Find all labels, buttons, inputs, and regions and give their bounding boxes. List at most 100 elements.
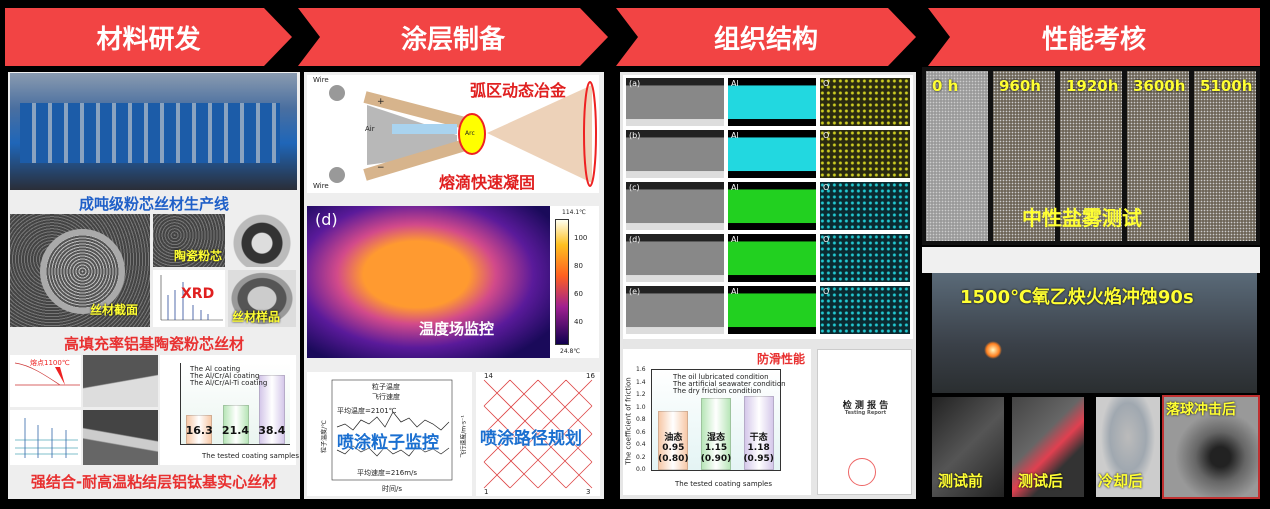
xrd-chart: XRD [153, 270, 225, 327]
al-map: Al [727, 181, 817, 231]
time-label: 5100h [1200, 77, 1253, 95]
performance-panel: 0 h 960h 1920h 3600h 5100h 中性盐雾测试 1500℃氧乙炔火焰… [922, 67, 1262, 507]
interface-sem-image-1 [83, 355, 158, 407]
data-label: 湿态 1.15 (0.90) [700, 432, 732, 464]
sem-image: (c) [625, 181, 725, 231]
colorbar-min: 24.8℃ [560, 348, 581, 355]
materials-panel: 成吨级粉芯丝材生产线 丝材截面 陶瓷粉芯 XRD 丝材样品 高填充率铝基陶瓷粉芯… [8, 72, 300, 499]
path-node: 14 [484, 372, 493, 380]
x-axis-label: 时间/s [382, 485, 403, 493]
label-wire-top: Wire [313, 76, 329, 84]
y-tick: 0.6 [636, 428, 646, 436]
avg-speed-label: 平均速度=216m/s [357, 469, 418, 477]
bar [701, 398, 731, 470]
spray-path-diagram: 喷涂路径规划 14 1 16 3 [476, 372, 600, 496]
legend-seawater: The artificial seawater condition [673, 380, 786, 388]
label-cross-section: 丝材截面 [90, 303, 139, 317]
y-axis-label: The coefficient of friction [624, 377, 633, 465]
step-structure: 组织结构 [616, 8, 916, 66]
y-tick: 1.0 [636, 403, 646, 411]
label-salt-spray: 中性盐雾测试 [1022, 206, 1142, 230]
legend-al: The Al coating [190, 365, 241, 373]
particle-monitoring-chart: 粒子温度 飞行速度 平均温度=2101℃ 平均速度=216m/s 时间/s 粒子… [307, 372, 472, 496]
data-label: 38.4 [258, 424, 286, 438]
al-map: Al [727, 233, 817, 283]
legend-al-ti: The Al/Cr/Al-Ti coating [190, 379, 268, 387]
salt-sample: 0 h [926, 71, 988, 241]
photo-ball-impact: 落球冲击后 [1162, 395, 1260, 499]
label-particle-monitoring: 喷涂粒子监控 [337, 433, 439, 453]
label-after: 测试后 [1018, 472, 1064, 490]
wire-spool-image: 丝材样品 [228, 270, 296, 327]
bar [222, 405, 249, 444]
sem-image: (d) [625, 233, 725, 283]
label-anti-slip: 防滑性能 [756, 352, 805, 366]
coating-panel: Wire Wire Air Arc + − 弧区动态冶金 熔滴快速凝固 (d) … [304, 72, 604, 499]
thermal-image: (d) 温度场监控 [307, 206, 550, 358]
wire-coil-image [228, 214, 296, 267]
label-temperature-monitoring: 温度场监控 [419, 320, 495, 338]
thermal-colorbar: 114.1℃ 100 80 60 40 24.8℃ [550, 206, 599, 358]
step-coating: 涂层制备 [298, 8, 608, 66]
structure-panel: (a) Al O (b) Al O (c) Al O (d) Al O (e) Al O 油态 0.95 (0.… [620, 72, 916, 499]
y-tick: 1.2 [636, 391, 646, 398]
sem-image: (b) [625, 129, 725, 179]
y-tick: 1.4 [636, 378, 646, 386]
y2-axis-label: 飞行速度/m·s⁻¹ [460, 415, 468, 458]
arc-spray-diagram: Wire Wire Air Arc + − 弧区动态冶金 熔滴快速凝固 [307, 75, 599, 193]
bar [258, 374, 285, 444]
label-arc: Arc [465, 130, 475, 137]
label-wire-bottom: Wire [313, 182, 329, 190]
time-label: 0 h [932, 77, 959, 95]
phase-diagram: 熔点1100℃ [10, 355, 81, 407]
label-droplet-solidification: 熔滴快速凝固 [439, 173, 536, 192]
label-flame-erosion: 1500℃氧乙炔火焰冲蚀90s [960, 287, 1194, 308]
salt-sample: 3600h [1127, 71, 1189, 241]
path-node: 3 [586, 488, 591, 496]
time-label: 960h [999, 77, 1041, 95]
sem-image: (a) [625, 77, 725, 127]
wire-cross-section-image: 丝材截面 [10, 214, 150, 327]
x-axis-label: The tested coating samples [675, 480, 772, 488]
o-map: O [819, 233, 911, 283]
legend-particle-temp: 粒子温度 [372, 383, 400, 391]
legend-al-cr: The Al/Cr/Al coating [190, 372, 260, 380]
step-performance: 性能考核 [928, 8, 1260, 66]
label-arc-metallurgy: 弧区动态冶金 [470, 81, 567, 100]
time-label: 1920h [1066, 77, 1119, 95]
ceramic-core-image: 陶瓷粉芯 [153, 214, 225, 267]
path-node: 1 [484, 488, 489, 496]
o-map: O [819, 129, 911, 179]
photo-after-test: 测试后 [1012, 397, 1084, 497]
interface-sem-image-2 [83, 410, 158, 465]
report-title: 检 测 报 告 [842, 401, 889, 411]
flame-erosion-photo: 1500℃氧乙炔火焰冲蚀90s [932, 273, 1257, 393]
al-map: Al [727, 129, 817, 179]
y-tick: 0.4 [636, 441, 646, 448]
production-line-photo [10, 73, 297, 190]
salt-sample: 960h [993, 71, 1055, 241]
eds-map-grid: (a) Al O (b) Al O (c) Al O (d) Al O (e) Al O [623, 75, 913, 339]
caption-production-line: 成吨级粉芯丝材生产线 [78, 195, 229, 213]
data-label: 油态 0.95 (0.80) [658, 432, 689, 464]
avg-temp-label: 平均温度=2101℃ [337, 407, 397, 415]
legend-flight-speed: 飞行速度 [372, 393, 400, 401]
label-cooled: 冷却后 [1098, 472, 1144, 490]
bar [186, 414, 213, 444]
y-axis-label: 粒子温度/℃ [320, 420, 328, 453]
path-node: 16 [586, 372, 595, 380]
caption-ceramic-wire: 高填充率铝基陶瓷粉芯丝材 [63, 335, 244, 353]
o-map: O [819, 77, 911, 127]
step-materials: 材料研发 [5, 8, 292, 66]
label-before: 测试前 [938, 472, 984, 490]
test-report: 检 测 报 告 Testing Report [817, 349, 912, 495]
report-subtitle: Testing Report [844, 410, 887, 416]
data-label: 21.4 [221, 424, 250, 438]
bar [743, 396, 774, 470]
colorbar-tick: 60 [574, 290, 583, 298]
photo-after-cooling: 冷却后 [1096, 397, 1160, 497]
colorbar-tick: 100 [574, 234, 588, 242]
label-xrd: XRD [181, 286, 215, 302]
data-label: 干态 1.18 (0.95) [743, 432, 774, 464]
sem-image: (e) [625, 285, 725, 335]
